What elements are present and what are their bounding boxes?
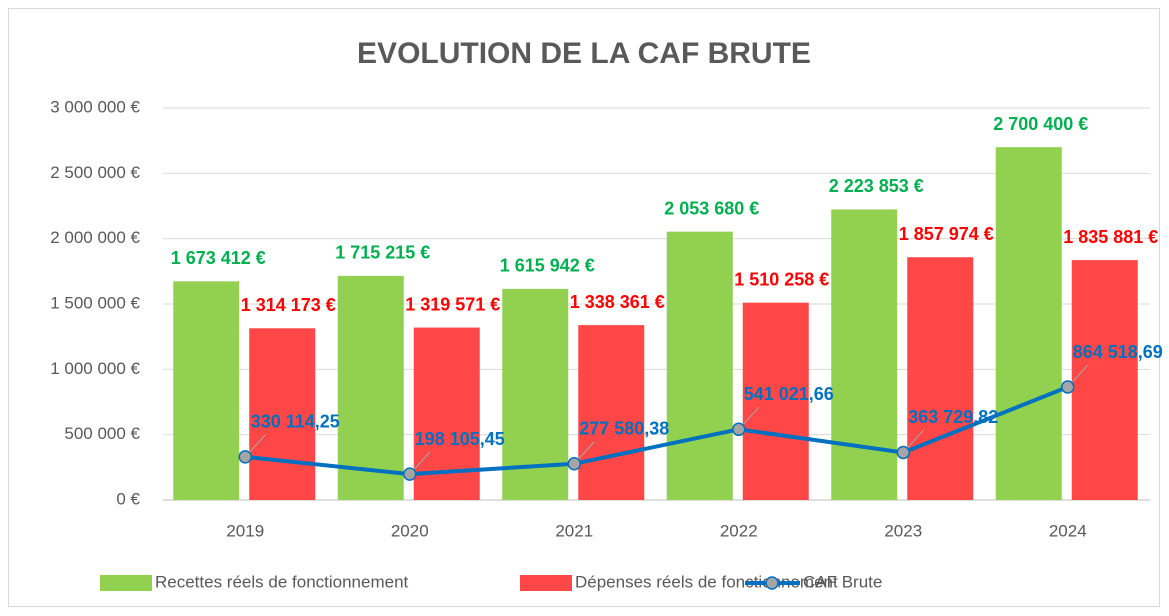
legend-marker [765, 576, 779, 590]
data-label: 1 314 173 € [241, 295, 336, 315]
x-tick-label: 2020 [391, 521, 429, 540]
line-marker [732, 422, 746, 437]
line [245, 385, 1069, 477]
data-label: 277 580,38 [579, 418, 669, 438]
y-tick-label: 1 500 000 € [50, 293, 140, 312]
line-marker [238, 450, 252, 464]
x-tick-label: 2019 [226, 521, 264, 540]
data-label: 1 857 974 € [899, 224, 994, 244]
bar [666, 231, 733, 501]
bar [742, 302, 809, 500]
data-label: 2 053 680 € [664, 198, 759, 218]
legend-label: Recettes réels de fonctionnement [155, 572, 409, 591]
line-marker [403, 467, 417, 481]
data-label: 2 700 400 € [993, 114, 1088, 134]
data-label: 1 835 881 € [1063, 227, 1158, 247]
y-tick-label: 0 € [116, 489, 140, 508]
data-label: 1 338 361 € [570, 292, 665, 312]
data-label: 330 114,25 [251, 412, 340, 432]
bar [831, 209, 898, 500]
legend-label: CAF Brute [803, 572, 882, 591]
line-marker [1061, 380, 1075, 394]
data-label: 1 673 412 € [171, 248, 266, 268]
y-tick-label: 500 000 € [64, 424, 140, 443]
bar [337, 275, 404, 500]
data-label: 541 021,66 [744, 384, 834, 404]
x-tick-label: 2024 [1049, 521, 1087, 540]
x-tick-label: 2023 [884, 521, 922, 540]
line-marker [896, 445, 910, 460]
data-label: 1 319 571 € [405, 294, 500, 314]
bar [907, 257, 974, 500]
bar [173, 281, 240, 500]
y-tick-label: 2 000 000 € [50, 228, 140, 247]
bar [995, 147, 1062, 500]
bar [249, 328, 316, 500]
data-label: 363 729,82 [908, 407, 998, 427]
line-marker [567, 456, 581, 471]
chart-title: EVOLUTION DE LA CAF BRUTE [357, 37, 811, 70]
y-tick-label: 3 000 000 € [50, 97, 140, 116]
legend-swatch [100, 575, 152, 591]
bar [578, 325, 645, 500]
data-label: 1 510 258 € [734, 269, 829, 289]
data-label: 198 105,45 [415, 429, 505, 449]
bar [1071, 260, 1138, 500]
y-tick-label: 2 500 000 € [50, 163, 140, 182]
legend-swatch [520, 575, 572, 591]
y-tick-label: 1 000 000 € [50, 359, 140, 378]
data-label: 1 615 942 € [500, 256, 595, 276]
data-label: 864 518,69 [1073, 342, 1163, 362]
x-tick-label: 2021 [555, 521, 593, 540]
data-label: 2 223 853 € [829, 176, 924, 196]
data-label: 1 715 215 € [335, 243, 430, 263]
x-tick-label: 2022 [720, 521, 758, 540]
